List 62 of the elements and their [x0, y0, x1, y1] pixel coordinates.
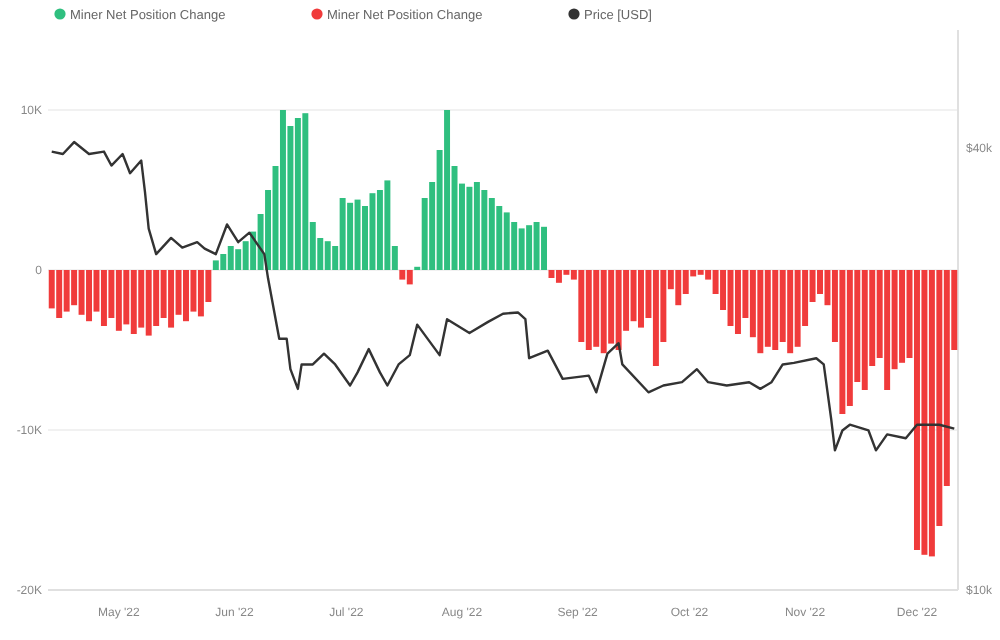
bar	[846, 270, 853, 406]
bar	[212, 260, 219, 270]
bar	[473, 182, 480, 270]
bar	[384, 180, 391, 270]
bar	[138, 270, 145, 328]
bar	[533, 222, 540, 270]
bar	[183, 270, 189, 322]
bar	[488, 198, 495, 270]
bar	[578, 270, 585, 342]
bar	[347, 202, 354, 270]
bar	[406, 270, 413, 285]
bar	[466, 186, 473, 270]
bar	[772, 270, 779, 350]
bar	[675, 270, 682, 306]
bar	[555, 270, 562, 283]
bar	[541, 226, 548, 270]
bar	[130, 270, 137, 334]
bar	[145, 270, 152, 336]
bar	[764, 270, 771, 347]
bar	[615, 270, 622, 350]
bar	[444, 110, 451, 270]
bar	[585, 270, 592, 350]
bar	[197, 270, 204, 317]
bar	[168, 270, 175, 328]
bar	[56, 270, 63, 318]
bar	[78, 270, 85, 315]
bar	[115, 270, 122, 331]
bar	[787, 270, 794, 354]
bar	[235, 249, 242, 270]
bar	[913, 270, 920, 550]
bar	[496, 206, 503, 270]
bar	[302, 113, 309, 270]
bar	[921, 270, 928, 555]
bar	[839, 270, 846, 414]
bar	[638, 270, 644, 328]
bar	[734, 270, 741, 334]
bar	[481, 190, 488, 270]
bar	[227, 246, 234, 270]
bar	[593, 270, 600, 347]
bar	[86, 270, 93, 322]
bar	[354, 199, 361, 270]
bar	[369, 193, 376, 270]
bar	[63, 270, 70, 312]
bar	[928, 270, 935, 557]
bar	[884, 270, 891, 390]
line-series	[50, 140, 956, 452]
bar	[324, 241, 331, 270]
bar	[526, 225, 533, 270]
bar	[279, 110, 286, 270]
bar	[220, 254, 227, 270]
bar	[503, 212, 510, 270]
bar	[652, 270, 659, 366]
bar	[600, 270, 607, 354]
bar	[899, 270, 906, 363]
bar	[757, 270, 764, 354]
bar	[794, 270, 801, 347]
bar	[339, 198, 346, 270]
bar	[294, 118, 301, 270]
bar	[399, 270, 406, 280]
bar	[518, 228, 525, 270]
bar	[100, 270, 107, 326]
bar	[861, 270, 868, 390]
